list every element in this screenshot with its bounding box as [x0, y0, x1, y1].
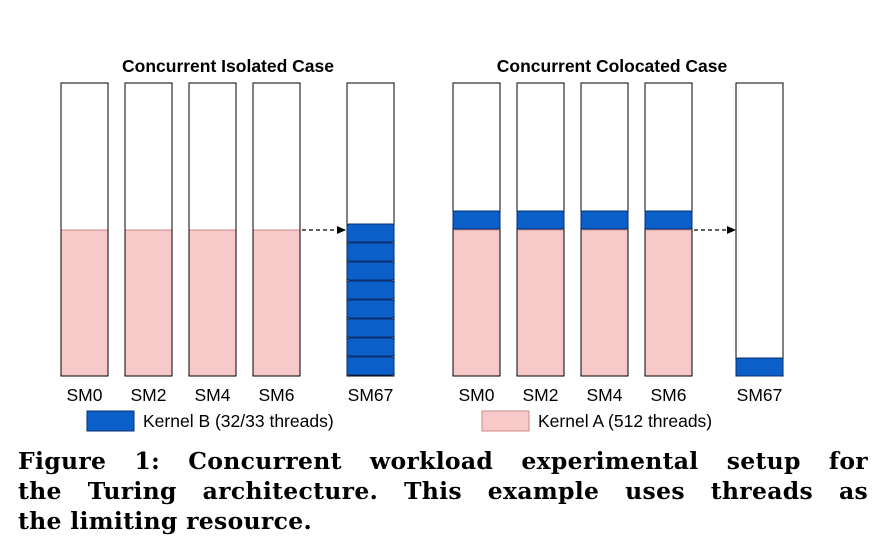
sm-outline: [516, 82, 565, 377]
kernel-a-block: [124, 229, 173, 377]
sm-column-sm67: SM67: [735, 82, 784, 405]
kernel-b-block: [580, 210, 629, 230]
sm-column-sm6: SM6: [644, 82, 693, 405]
kernel-a-block: [580, 229, 629, 377]
kernel-b-block: [346, 261, 395, 281]
kernel-a-block: [452, 229, 501, 377]
sm-label: SM67: [348, 385, 394, 405]
figure-caption: Figure 1: Concurrent workload experiment…: [18, 446, 868, 536]
sm-label: SM0: [459, 385, 495, 405]
kernel-b-block: [644, 210, 693, 230]
sm-label: SM2: [131, 385, 167, 405]
kernel-a-block: [644, 229, 693, 377]
sm-outline: [252, 82, 301, 377]
sm-column-sm4: SM4: [580, 82, 629, 405]
sm-outline: [580, 82, 629, 377]
caption-line-1: Figure 1: Concurrent workload experiment…: [18, 447, 868, 475]
kernel-b-block: [346, 356, 395, 376]
kernel-a-block: [252, 229, 301, 377]
sm-column-sm0: SM0: [60, 82, 109, 405]
sm-column-sm2: SM2: [124, 82, 173, 405]
kernel-a-block: [188, 229, 237, 377]
sm-label: SM4: [587, 385, 623, 405]
kernel-b-block: [346, 242, 395, 262]
legend-item-kernel-a: Kernel A (512 threads): [481, 410, 712, 432]
sm-label: SM4: [195, 385, 231, 405]
sm-outline: [452, 82, 501, 377]
kernel-a-block: [516, 229, 565, 377]
sm-label: SM67: [737, 385, 783, 405]
legend-swatch-kernel-a: [481, 410, 530, 432]
kernel-b-block: [346, 318, 395, 338]
sm-outline: [735, 82, 784, 377]
kernel-b-block: [452, 210, 501, 230]
kernel-b-block: [346, 337, 395, 357]
sm-label: SM0: [67, 385, 103, 405]
kernel-a-block: [60, 229, 109, 377]
sm-label: SM6: [259, 385, 295, 405]
legend-swatch-kernel-b: [86, 410, 135, 432]
kernel-b-block: [735, 357, 784, 377]
sm-outline: [124, 82, 173, 377]
sm-outline: [644, 82, 693, 377]
legend-label-kernel-b: Kernel B (32/33 threads): [143, 411, 334, 431]
legend-label-kernel-a: Kernel A (512 threads): [538, 411, 712, 431]
panel-title: Concurrent Isolated Case: [122, 56, 334, 76]
sm-column-sm0: SM0: [452, 82, 501, 405]
sm-column-sm6: SM6: [252, 82, 301, 405]
kernel-b-block: [346, 223, 395, 243]
sm-outline: [60, 82, 109, 377]
sm-label: SM2: [523, 385, 559, 405]
panel-title: Concurrent Colocated Case: [497, 56, 728, 76]
kernel-b-stack: [346, 223, 395, 376]
kernel-b-block: [346, 299, 395, 319]
sm-label: SM6: [651, 385, 687, 405]
kernel-b-block: [516, 210, 565, 230]
caption-line-3: the limiting resource.: [18, 507, 312, 535]
sm-outline: [188, 82, 237, 377]
caption-line-2: the Turing architecture. This example us…: [18, 477, 868, 505]
legend: Kernel B (32/33 threads) Kernel A (512 t…: [86, 410, 712, 432]
sm-column-sm4: SM4: [188, 82, 237, 405]
legend-item-kernel-b: Kernel B (32/33 threads): [86, 410, 334, 432]
panel-isolated: Concurrent Isolated Case SM0 SM2 SM4 SM6…: [60, 56, 395, 405]
sm-column-sm2: SM2: [516, 82, 565, 405]
gpu-sm-diagram: Concurrent Isolated Case SM0 SM2 SM4 SM6…: [60, 56, 784, 432]
kernel-b-block: [346, 280, 395, 300]
panel-colocated: Concurrent Colocated Case SM0 SM2 SM4 SM…: [452, 56, 784, 405]
sm-column-sm67: SM67: [346, 82, 395, 405]
